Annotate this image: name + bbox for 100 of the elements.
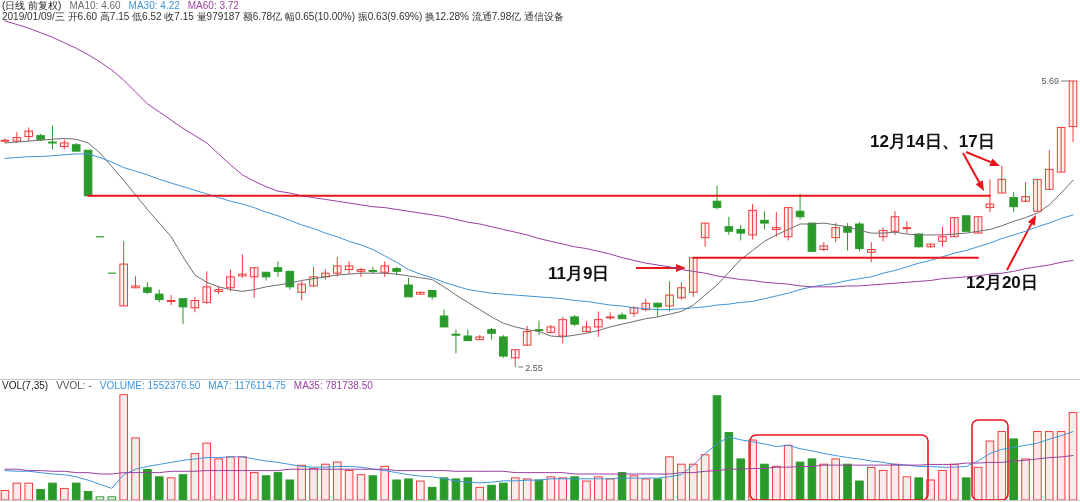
bar bbox=[344, 470, 354, 501]
bar bbox=[510, 477, 520, 501]
bar bbox=[12, 482, 22, 501]
bar bbox=[487, 484, 496, 501]
bar bbox=[321, 463, 330, 501]
bar bbox=[285, 479, 295, 501]
annotation: 5.69 bbox=[1041, 76, 1059, 86]
bar bbox=[760, 463, 769, 501]
chart-title: (日线 前复权) bbox=[2, 0, 62, 11]
bar bbox=[878, 470, 888, 501]
bar bbox=[427, 486, 437, 501]
bar bbox=[226, 456, 235, 501]
bar bbox=[451, 478, 461, 501]
bar bbox=[819, 463, 829, 501]
bar bbox=[807, 458, 817, 501]
bar bbox=[356, 474, 366, 501]
bar bbox=[273, 472, 283, 501]
text: VVOL: - bbox=[56, 380, 92, 391]
bar bbox=[831, 458, 840, 501]
bar bbox=[214, 458, 223, 501]
bar bbox=[392, 479, 401, 501]
annotation: 2.55 bbox=[525, 363, 543, 373]
bar bbox=[558, 477, 568, 501]
bar bbox=[416, 480, 425, 501]
bar bbox=[772, 465, 781, 501]
bar bbox=[309, 467, 318, 501]
bar bbox=[594, 476, 603, 501]
bar bbox=[178, 474, 188, 501]
bar bbox=[48, 482, 57, 501]
bar bbox=[605, 478, 615, 501]
bar bbox=[712, 395, 722, 501]
bar bbox=[60, 487, 69, 501]
text: MA30: 4.22 bbox=[128, 0, 181, 11]
bar bbox=[83, 491, 93, 501]
annotation: 12月14日、17日 bbox=[870, 132, 995, 151]
bar bbox=[700, 454, 710, 501]
bar bbox=[985, 440, 995, 501]
bar bbox=[1044, 431, 1054, 501]
bar bbox=[1056, 431, 1066, 501]
bar bbox=[154, 476, 164, 501]
bar bbox=[546, 476, 556, 501]
bar bbox=[190, 453, 200, 501]
bar bbox=[973, 466, 983, 501]
bar bbox=[131, 437, 140, 501]
annotation: 11月9日 bbox=[548, 264, 610, 283]
bar bbox=[677, 463, 686, 501]
bar bbox=[95, 496, 105, 501]
bar bbox=[736, 458, 746, 501]
text: MA10: 4.60 bbox=[69, 0, 122, 11]
bar bbox=[843, 463, 852, 501]
chart-subtitle: 2019/01/09/三 开6.60 高7.15 低6.52 收7.15 量979187 额6.78亿 幅0.65(10.00%) 振0.63(9.69%) 换12.28% 流通7.98亿 通信设备 bbox=[2, 11, 564, 22]
bar bbox=[368, 475, 378, 501]
text: MA7: 1176114.75 bbox=[208, 380, 287, 391]
bar bbox=[997, 431, 1007, 501]
bar bbox=[950, 463, 959, 501]
bar bbox=[166, 477, 176, 501]
bar bbox=[653, 478, 662, 501]
bar bbox=[783, 444, 793, 501]
bar bbox=[522, 478, 532, 501]
bar bbox=[938, 470, 947, 501]
bar bbox=[36, 488, 45, 501]
annotation: 12月20日 bbox=[966, 273, 1038, 292]
bar bbox=[297, 464, 306, 501]
chart-title: VOL(7,35) bbox=[2, 380, 49, 391]
bar bbox=[582, 480, 591, 501]
bar bbox=[238, 456, 247, 501]
bar bbox=[261, 475, 271, 501]
bar bbox=[902, 476, 912, 501]
text: MA35: 781738.50 bbox=[293, 380, 374, 391]
text: MA60: 3.72 bbox=[187, 0, 240, 11]
bar bbox=[866, 466, 876, 501]
bar bbox=[249, 472, 259, 501]
bar bbox=[641, 478, 651, 501]
bar bbox=[499, 482, 508, 501]
bar bbox=[914, 477, 924, 501]
bar bbox=[107, 496, 117, 501]
bar bbox=[688, 463, 698, 501]
bar bbox=[71, 482, 81, 501]
bar bbox=[475, 486, 484, 501]
text: VOLUME: 1552376.50 bbox=[99, 380, 201, 391]
bar bbox=[1033, 431, 1042, 501]
bar bbox=[119, 394, 128, 501]
bar bbox=[1068, 412, 1078, 501]
bar bbox=[570, 476, 579, 501]
bar bbox=[855, 480, 864, 501]
bar bbox=[202, 442, 212, 501]
bar bbox=[1009, 438, 1018, 501]
bar bbox=[724, 432, 734, 501]
bar bbox=[332, 461, 342, 501]
bar bbox=[795, 461, 805, 501]
bar bbox=[0, 490, 10, 501]
bar bbox=[1021, 458, 1030, 501]
bar bbox=[463, 477, 473, 501]
bar bbox=[961, 477, 971, 501]
bar bbox=[439, 477, 449, 501]
bar bbox=[629, 475, 639, 501]
bar bbox=[24, 482, 34, 501]
bar bbox=[143, 468, 152, 501]
bar bbox=[665, 456, 674, 501]
bar bbox=[380, 465, 390, 501]
